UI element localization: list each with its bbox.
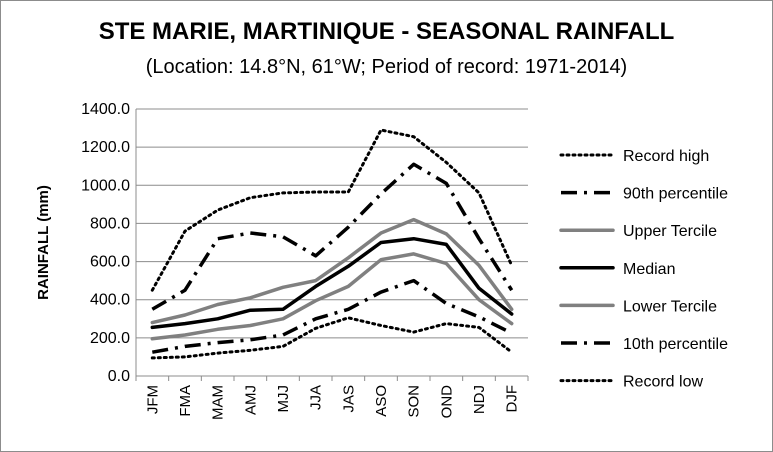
legend-label-record-high: Record high	[623, 148, 709, 165]
x-tick-label: JFM	[144, 385, 161, 414]
chart-subtitle: (Location: 14.8°N, 61°W; Period of recor…	[145, 56, 628, 78]
x-tick-label: AMJ	[242, 385, 259, 415]
x-tick-label: NDJ	[471, 385, 488, 414]
legend-label-10th-percentile: 10th percentile	[623, 336, 728, 353]
legend-label-upper-tercile: Upper Tercile	[623, 223, 717, 240]
y-tick-label: 1200.0	[81, 139, 130, 156]
x-tick-label: ASO	[373, 385, 390, 417]
y-tick-label: 0.0	[108, 368, 130, 385]
y-tick-label: 800.0	[90, 215, 130, 232]
series-line-lower-tercile	[150, 252, 514, 341]
x-tick-label: JJA	[308, 385, 325, 410]
y-tick-label: 600.0	[90, 254, 130, 271]
chart-title: STE MARIE, MARTINIQUE - SEASONAL RAINFAL…	[98, 18, 675, 45]
x-tick-label: OND	[438, 385, 455, 419]
y-tick-label: 1000.0	[81, 177, 130, 194]
legend-label-90th-percentile: 90th percentile	[623, 186, 728, 203]
y-axis-label: RAINFALL (mm)	[35, 185, 52, 300]
x-tick-label: MAM	[210, 385, 227, 420]
x-tick-label: FMA	[177, 385, 194, 417]
x-tick-label: SON	[406, 385, 423, 418]
x-tick-label: JAS	[340, 385, 357, 413]
legend-label-lower-tercile: Lower Tercile	[623, 298, 717, 315]
legend-label-record-low: Record low	[623, 374, 703, 391]
legend-label-median: Median	[623, 261, 675, 278]
series-line-record-low	[150, 316, 514, 360]
series-line-10th-percentile	[151, 278, 513, 354]
y-tick-label: 400.0	[90, 292, 130, 309]
series-line-record-high	[150, 128, 514, 292]
x-tick-label: DJF	[504, 385, 521, 413]
series-line-90th-percentile	[151, 162, 514, 311]
x-tick-label: MJJ	[275, 385, 292, 413]
y-tick-label: 1400.0	[81, 101, 130, 118]
series-line-median	[150, 236, 514, 330]
y-tick-label: 200.0	[90, 330, 130, 347]
series-line-upper-tercile	[150, 217, 514, 325]
